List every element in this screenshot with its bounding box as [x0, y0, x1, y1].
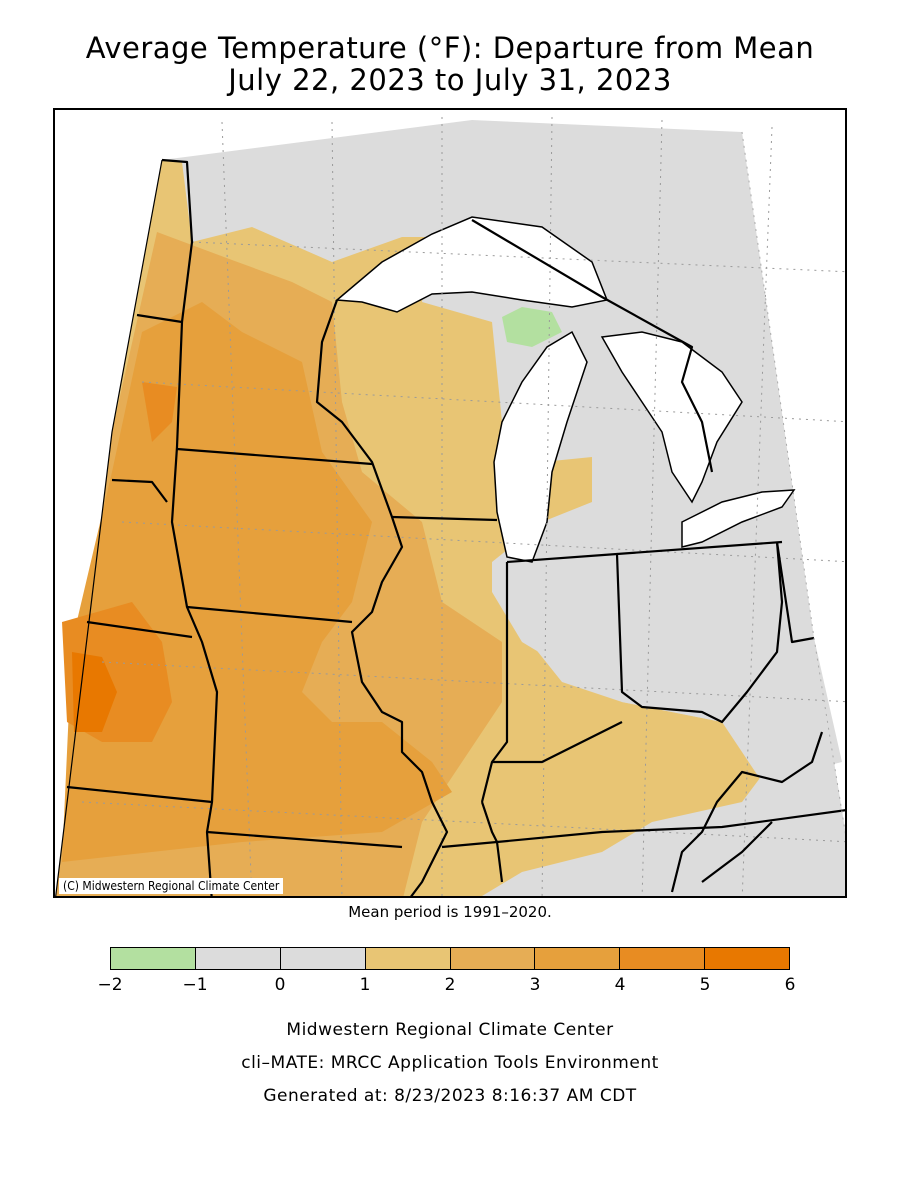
legend-bin-4: [450, 948, 536, 969]
anomaly-4-5: [62, 382, 177, 742]
region-edge-east: [741, 131, 845, 835]
legend-tick-label: 4: [614, 975, 626, 995]
map-title-line1: Average Temperature (°F): Departure from…: [85, 31, 815, 65]
legend-tick-label: 0: [274, 975, 286, 995]
legend-tick-label: 1: [359, 975, 371, 995]
legend-tick-label: 5: [699, 975, 711, 995]
lake-superior: [335, 216, 609, 313]
map-frame: (C) Midwestern Regional Climate Center: [53, 108, 847, 898]
lake-erie: [681, 489, 796, 548]
legend-tick-label: −1: [182, 975, 208, 995]
anomaly-neg-1: [502, 307, 737, 564]
legend-tick-label: 6: [784, 975, 796, 995]
lake-michigan: [493, 330, 588, 563]
legend-tick-label: 3: [529, 975, 541, 995]
legend-bin-1: [195, 948, 281, 969]
map-credit: (C) Midwestern Regional Climate Center: [59, 878, 284, 894]
color-legend: [110, 947, 790, 970]
footer-org: Midwestern Regional Climate Center: [286, 1020, 614, 1040]
state-borders: [66, 158, 845, 896]
mean-period-note: Mean period is 1991–2020.: [348, 903, 552, 921]
region-edge: [55, 159, 163, 896]
legend-bin-7: [705, 948, 789, 969]
neutral-ohio-valley: [497, 542, 842, 782]
map-title-line2: July 22, 2023 to July 31, 2023: [228, 63, 672, 97]
temperature-departure-map: [55, 116, 845, 896]
legend-bin-5: [535, 948, 621, 969]
legend-bin-3: [365, 948, 451, 969]
legend-bin-6: [620, 948, 706, 969]
legend-bin-2: [280, 948, 366, 969]
legend-tick-label: 2: [444, 975, 456, 995]
map-graticule: [81, 116, 845, 896]
legend-tick-label: −2: [97, 975, 123, 995]
legend-bin-0: [111, 948, 196, 969]
footer-generated: Generated at: 8/23/2023 8:16:37 AM CDT: [263, 1086, 637, 1106]
footer-tool: cli–MATE: MRCC Application Tools Environ…: [241, 1053, 659, 1073]
